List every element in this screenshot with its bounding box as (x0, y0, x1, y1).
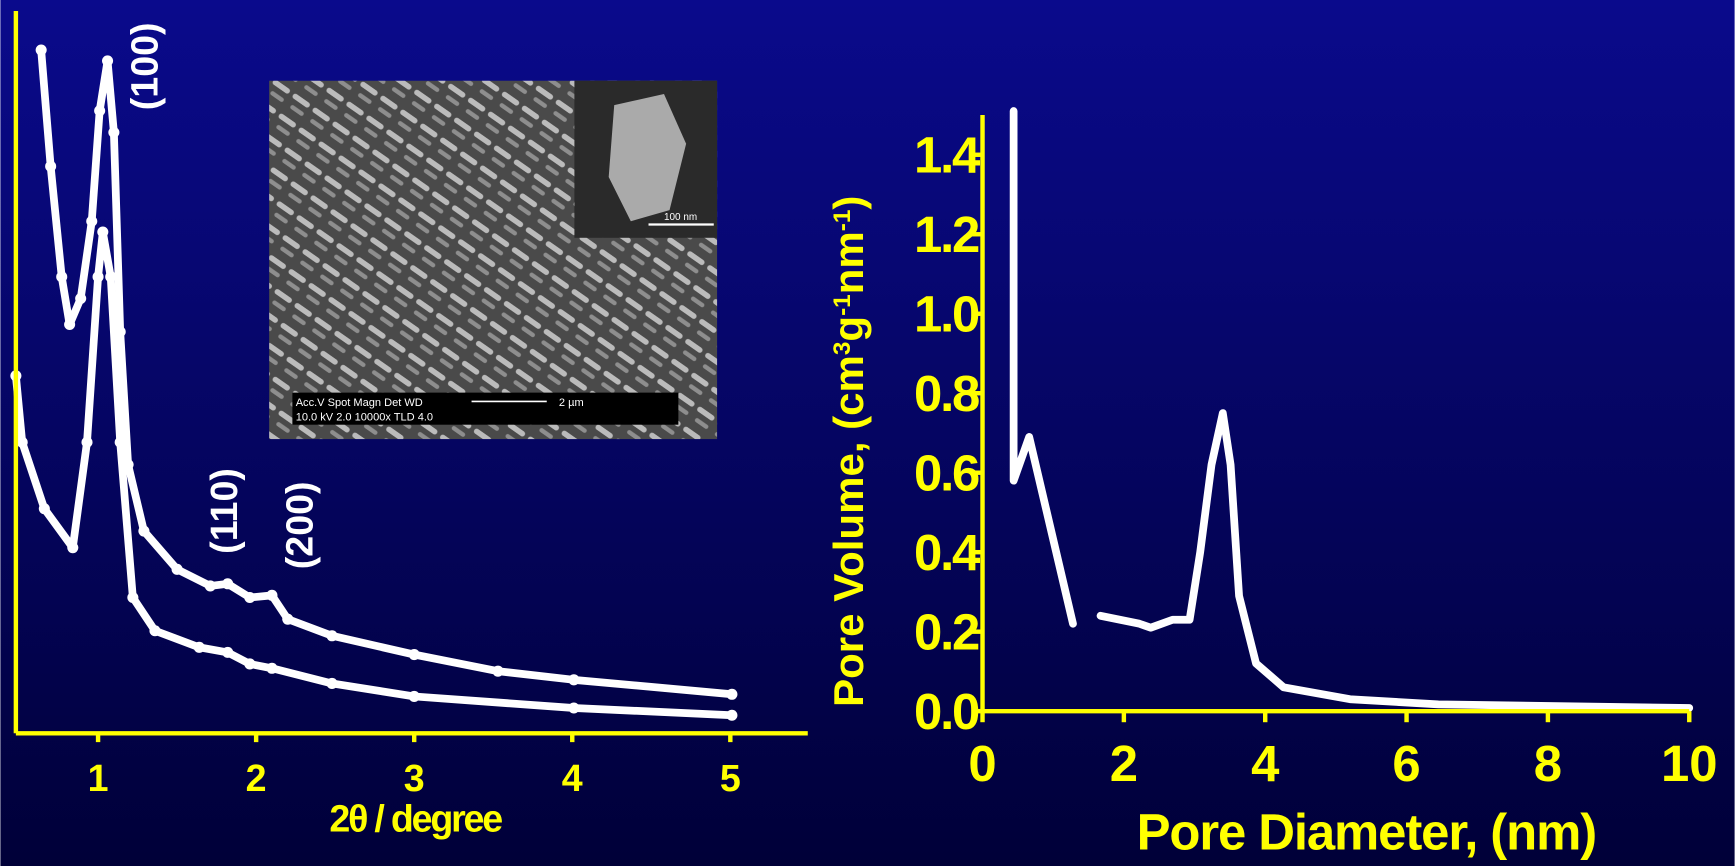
data-point (222, 646, 234, 658)
data-point (92, 271, 104, 283)
x-tick-label: 6 (1392, 735, 1420, 792)
data-point (105, 271, 117, 283)
data-point (45, 160, 57, 172)
superscript: -1 (829, 294, 856, 316)
label-part: g (825, 316, 872, 342)
label-part: nm (825, 231, 872, 294)
data-point (114, 436, 126, 448)
data-point (244, 591, 256, 604)
x-axis-label: Pore Diameter, (nm) (1137, 803, 1596, 860)
y-tick-label: 0.0 (914, 683, 979, 740)
x-tick-label: 5 (720, 757, 741, 799)
data-line (1009, 107, 1694, 712)
data-point (568, 674, 580, 686)
data-point (149, 625, 161, 637)
sem-crystal (608, 94, 687, 222)
data-point (492, 665, 504, 677)
x-tick-label: 10 (1661, 735, 1718, 792)
sem-info: Acc.V Spot Magn Det WD (296, 397, 423, 409)
y-tick-label: 1.4 (914, 126, 981, 183)
annotation: (100) (123, 22, 165, 110)
label-part: ) (825, 196, 872, 210)
data-point (38, 503, 50, 515)
annotation: (200) (278, 481, 320, 569)
x-axis-label: 2θ / degree (329, 798, 502, 840)
x-tick-label: 3 (404, 757, 425, 799)
data-point (56, 271, 68, 283)
data-point (64, 318, 76, 331)
data-point (171, 563, 183, 575)
y-tick-label: 0.4 (914, 524, 981, 581)
y-tick-label: 1.2 (914, 206, 979, 263)
data-point (16, 436, 28, 448)
data-point (102, 55, 114, 67)
data-point (97, 226, 109, 238)
data-point (204, 580, 216, 592)
data-point (67, 542, 79, 554)
annotation: (110) (203, 468, 245, 554)
x-tick-label: 8 (1534, 735, 1562, 792)
data-point (726, 688, 738, 700)
y-tick-label: 0.6 (914, 444, 979, 501)
data-point (266, 662, 278, 674)
inset-scale-bar: 100 nm (664, 212, 697, 223)
sem-info: 10.0 kV 2.0 10000x TLD 4.0 (296, 411, 433, 423)
y-axis-label: Pore Volume, (cm3g-1nm-1) (825, 196, 872, 707)
data-point (408, 690, 420, 702)
data-point (326, 677, 338, 689)
data-point (244, 658, 256, 670)
sem-info-bar (292, 392, 679, 425)
label-part: Pore Volume, (cm (825, 355, 872, 707)
data-point (282, 613, 294, 625)
x-tick-label: 4 (562, 757, 583, 799)
data-point (408, 649, 420, 661)
data-point (75, 292, 87, 305)
data-point (108, 126, 120, 138)
data-point (726, 709, 738, 721)
superscript: -1 (829, 210, 856, 232)
data-point (35, 44, 47, 56)
y-tick-label: 1.0 (914, 285, 979, 342)
data-point (193, 641, 205, 653)
x-tick-label: 2 (1110, 735, 1138, 792)
data-point (568, 702, 580, 714)
superscript: 3 (829, 342, 856, 356)
y-tick-label: 0.8 (914, 365, 979, 422)
data-point (81, 436, 93, 448)
x-tick-label: 1 (88, 757, 109, 799)
data-point (127, 591, 139, 604)
data-point (94, 105, 106, 117)
sem-inset: 100 nm Acc.V Spot Magn Det WD 10.0 kV 2.… (269, 80, 718, 440)
y-tick-label: 0.2 (914, 603, 979, 660)
data-point (326, 630, 338, 642)
data-point (222, 578, 234, 590)
data-point (138, 525, 150, 537)
sem-scale-bar: 2 µm (559, 397, 584, 409)
x-tick-label: 0 (968, 735, 996, 792)
x-tick-label: 4 (1251, 735, 1280, 792)
x-tick-label: 2 (246, 757, 267, 799)
data-point (86, 215, 98, 227)
data-point (266, 589, 278, 601)
